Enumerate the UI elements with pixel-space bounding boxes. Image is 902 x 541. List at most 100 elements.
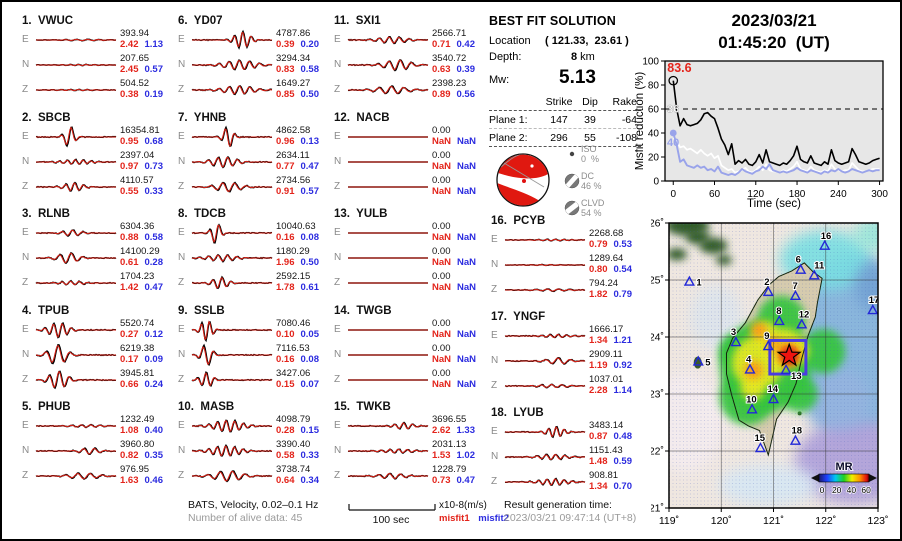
max-amplitude: 2397.04 bbox=[120, 150, 155, 161]
component-label: E bbox=[22, 34, 29, 45]
misfit2-value: NaN bbox=[457, 185, 477, 197]
waveform-trace bbox=[191, 418, 272, 433]
map-station-triangle-14 bbox=[767, 393, 780, 404]
waveform-trace bbox=[348, 136, 428, 138]
result-time-value: 2023/03/21 09:47:14 (UT+8) bbox=[504, 512, 637, 524]
waveform-trace bbox=[191, 29, 273, 50]
misfit1-value: NaN bbox=[432, 160, 452, 172]
component-label: N bbox=[178, 349, 186, 360]
bats-line: BATS, Velocity, 0.02–0.1 Hz bbox=[188, 499, 319, 511]
svg-text:24˚: 24˚ bbox=[651, 332, 664, 344]
trace-row-z: Z 2592.15 1.78 0.61 bbox=[178, 270, 334, 295]
station-header: 1. VWUC bbox=[22, 15, 74, 27]
map-station-label-15: 15 bbox=[754, 433, 765, 444]
component-label: E bbox=[178, 34, 185, 45]
max-amplitude: 0.00 bbox=[432, 368, 451, 379]
max-amplitude: 4098.79 bbox=[276, 414, 311, 425]
max-amplitude: 6219.38 bbox=[120, 343, 155, 354]
waveform-trace bbox=[504, 477, 586, 486]
misfit2-value: NaN bbox=[457, 328, 477, 340]
misfit1-value: 0.71 bbox=[432, 38, 451, 50]
misfit1-value: NaN bbox=[432, 353, 452, 365]
max-amplitude: 3960.80 bbox=[120, 439, 155, 450]
trace-row-e: E 7080.46 0.10 0.05 bbox=[178, 317, 334, 343]
station-header: 18. LYUB bbox=[491, 407, 544, 419]
misfit1-value: 0.28 bbox=[276, 424, 295, 436]
waveform-trace bbox=[348, 379, 428, 381]
trace-row-z: Z 976.95 1.63 0.46 bbox=[22, 463, 178, 488]
station-header: 16. PCYB bbox=[491, 215, 546, 227]
misfit2-value: 0.33 bbox=[144, 185, 164, 197]
trace-row-z: Z 0.00 NaN NaN bbox=[334, 174, 490, 199]
max-amplitude: 16354.81 bbox=[120, 125, 160, 136]
station-block-yngf: 17. YNGF E 1666.17 1.34 1.21 N 2909.11 1.19 0.92… bbox=[491, 311, 647, 398]
misfit2-value: 0.79 bbox=[613, 288, 633, 300]
max-amplitude: 504.52 bbox=[120, 78, 150, 89]
misfit2-value: 0.34 bbox=[300, 474, 320, 486]
component-label: N bbox=[491, 259, 499, 270]
waveform-trace bbox=[348, 282, 428, 284]
station-block-tdcb: 8. TDCB E 10040.63 0.16 0.08 N 1180.29 1.96 0.50… bbox=[178, 208, 334, 295]
trace-row-n: N 0.00 NaN NaN bbox=[334, 245, 490, 270]
waveform-trace bbox=[347, 448, 429, 455]
svg-text:240: 240 bbox=[830, 189, 847, 200]
map-station-label-14: 14 bbox=[768, 384, 779, 395]
component-label: Z bbox=[22, 181, 29, 192]
dc-item: DC 46 % bbox=[563, 171, 604, 191]
misfit2-value: NaN bbox=[457, 160, 477, 172]
trace-row-n: N 1289.64 0.80 0.54 bbox=[491, 252, 647, 277]
max-amplitude: 2909.11 bbox=[589, 349, 623, 360]
component-label: Z bbox=[334, 84, 341, 95]
misfit1-value: NaN bbox=[432, 328, 452, 340]
waveform-trace bbox=[348, 257, 428, 259]
max-amplitude: 3696.55 bbox=[432, 414, 467, 425]
mr-start-label: 83.6 bbox=[667, 61, 691, 75]
svg-text:0: 0 bbox=[653, 177, 659, 188]
trace-row-e: E 1666.17 1.34 1.21 bbox=[491, 323, 647, 348]
component-label: E bbox=[178, 420, 185, 431]
misfit2-value: 0.61 bbox=[300, 281, 320, 293]
map-station-label-6: 6 bbox=[796, 255, 801, 266]
max-amplitude: 0.00 bbox=[432, 343, 451, 354]
station-block-sslb: 9. SSLB E 7080.46 0.10 0.05 N 7116.53 0.16 0.08 Z… bbox=[178, 305, 334, 392]
best-fit-panel: BEST FIT SOLUTION Location ( 121.33, 23.… bbox=[489, 14, 643, 218]
component-label: Z bbox=[178, 277, 185, 288]
waveform-trace bbox=[504, 238, 586, 242]
footer-result-time: Result generation time: 2023/03/21 09:47… bbox=[504, 499, 636, 525]
component-label: E bbox=[178, 324, 185, 335]
station-block-pcyb: 16. PCYB E 2268.68 0.79 0.53 N 1289.64 0.80 0.54… bbox=[491, 215, 647, 302]
trace-row-n: N 2031.13 1.53 1.02 bbox=[334, 438, 490, 463]
max-amplitude: 7116.53 bbox=[276, 343, 310, 354]
map-station-label-16: 16 bbox=[821, 231, 832, 242]
svg-text:26˚: 26˚ bbox=[651, 218, 664, 230]
blue-start-label: 40 bbox=[667, 137, 679, 149]
trace-row-z: Z 3945.81 0.66 0.24 bbox=[22, 367, 178, 392]
svg-text:0: 0 bbox=[820, 485, 825, 495]
misfit2-value: 0.13 bbox=[300, 135, 320, 147]
max-amplitude: 10040.63 bbox=[276, 221, 316, 232]
component-label: N bbox=[178, 445, 186, 456]
max-amplitude: 3738.74 bbox=[276, 464, 311, 475]
component-label: N bbox=[22, 59, 30, 70]
misfit2-value: 0.57 bbox=[300, 185, 320, 197]
misfit2-value: 0.20 bbox=[300, 38, 320, 50]
trace-row-n: N 1180.29 1.96 0.50 bbox=[178, 245, 334, 270]
trace-row-z: Z 908.81 1.34 0.70 bbox=[491, 469, 647, 494]
depth-value: 8 bbox=[571, 51, 578, 63]
station-header: 10. MASB bbox=[178, 401, 235, 413]
misfit2-value: 0.24 bbox=[144, 378, 164, 390]
svg-text:20: 20 bbox=[648, 153, 660, 164]
component-label: Z bbox=[334, 374, 341, 385]
trace-row-z: Z 1704.23 1.42 0.47 bbox=[22, 270, 178, 295]
misfit2-value: 0.50 bbox=[300, 88, 320, 100]
component-label: Z bbox=[491, 476, 498, 487]
max-amplitude: 2031.13 bbox=[432, 439, 467, 450]
map-station-triangle-13 bbox=[780, 364, 792, 375]
trace-row-z: Z 4110.57 0.55 0.33 bbox=[22, 174, 178, 199]
svg-text:MR: MR bbox=[835, 461, 852, 473]
max-amplitude: 2634.11 bbox=[276, 150, 310, 161]
misfit2-value: NaN bbox=[457, 281, 477, 293]
svg-text:20: 20 bbox=[832, 485, 842, 495]
map-station-triangle-1 bbox=[683, 275, 695, 286]
